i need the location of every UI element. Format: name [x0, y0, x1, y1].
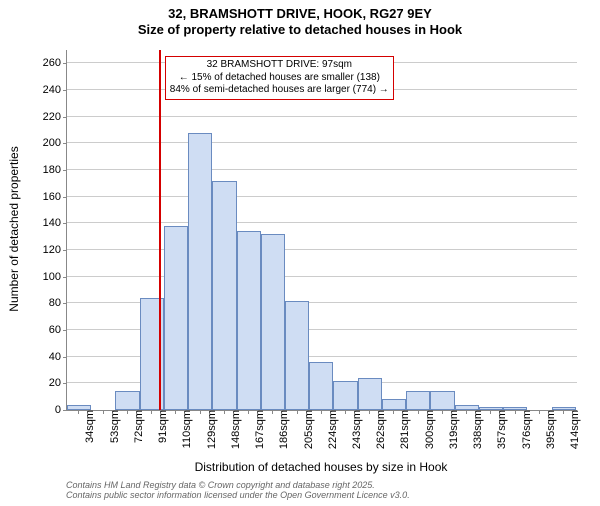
x-tick-label: 357sqm: [494, 410, 508, 449]
y-tick-label: 220: [43, 111, 67, 123]
chart-title: 32, BRAMSHOTT DRIVE, HOOK, RG27 9EY Size…: [0, 6, 600, 37]
y-tick-label: 80: [49, 297, 67, 309]
property-marker-line: [159, 50, 161, 410]
y-tick-label: 160: [43, 191, 67, 203]
y-tick-label: 20: [49, 377, 67, 389]
histogram-bar: [430, 391, 454, 410]
y-tick-label: 240: [43, 84, 67, 96]
x-tick-mark: [175, 410, 176, 414]
x-tick-label: 319sqm: [446, 410, 460, 449]
x-tick-label: 338sqm: [470, 410, 484, 449]
histogram-bar: [406, 391, 430, 410]
grid-line: [67, 116, 577, 117]
x-tick-label: 281sqm: [397, 410, 411, 449]
x-tick-label: 148sqm: [228, 410, 242, 449]
x-tick-mark: [563, 410, 564, 414]
histogram-bar: [309, 362, 333, 410]
y-tick-label: 0: [55, 404, 67, 416]
grid-line: [67, 249, 577, 250]
histogram-bar: [237, 231, 261, 410]
title-line2: Size of property relative to detached ho…: [0, 22, 600, 38]
x-tick-mark: [345, 410, 346, 414]
annotation-box: 32 BRAMSHOTT DRIVE: 97sqm← 15% of detach…: [165, 56, 394, 100]
x-tick-mark: [466, 410, 467, 414]
x-tick-mark: [418, 410, 419, 414]
histogram-bar: [382, 399, 406, 410]
histogram-bar: [333, 381, 357, 410]
x-tick-label: 72sqm: [131, 410, 145, 443]
plot-area: 02040608010012014016018020022024026032 B…: [66, 50, 577, 411]
x-tick-label: 414sqm: [567, 410, 581, 449]
x-tick-mark: [127, 410, 128, 414]
x-tick-mark: [297, 410, 298, 414]
x-axis-label: Distribution of detached houses by size …: [66, 460, 576, 474]
histogram-bar: [212, 181, 236, 410]
x-tick-label: 167sqm: [252, 410, 266, 449]
y-tick-label: 120: [43, 244, 67, 256]
x-tick-label: 53sqm: [107, 410, 121, 443]
x-tick-mark: [369, 410, 370, 414]
grid-line: [67, 169, 577, 170]
x-tick-mark: [224, 410, 225, 414]
footer-attribution: Contains HM Land Registry data © Crown c…: [66, 480, 410, 500]
y-tick-label: 200: [43, 137, 67, 149]
histogram-bar: [261, 234, 285, 410]
y-axis-label: Number of detached properties: [7, 129, 21, 329]
annotation-line1: 32 BRAMSHOTT DRIVE: 97sqm: [170, 59, 389, 72]
histogram-bar: [358, 378, 382, 410]
grid-line: [67, 222, 577, 223]
y-tick-label: 40: [49, 351, 67, 363]
y-tick-label: 60: [49, 324, 67, 336]
histogram-bar: [164, 226, 188, 410]
title-line1: 32, BRAMSHOTT DRIVE, HOOK, RG27 9EY: [0, 6, 600, 22]
annotation-line3: 84% of semi-detached houses are larger (…: [170, 84, 389, 97]
x-tick-mark: [78, 410, 79, 414]
x-tick-label: 129sqm: [204, 410, 218, 449]
x-tick-label: 110sqm: [179, 410, 193, 448]
grid-line: [67, 276, 577, 277]
footer-line1: Contains HM Land Registry data © Crown c…: [66, 480, 410, 490]
grid-line: [67, 196, 577, 197]
histogram-bar: [188, 133, 212, 410]
x-tick-label: 376sqm: [519, 410, 533, 449]
x-tick-mark: [151, 410, 152, 414]
footer-line2: Contains public sector information licen…: [66, 490, 410, 500]
x-tick-mark: [490, 410, 491, 414]
x-tick-mark: [248, 410, 249, 414]
histogram-bar: [115, 391, 139, 410]
x-tick-label: 91sqm: [155, 410, 169, 443]
y-tick-label: 260: [43, 57, 67, 69]
y-tick-label: 180: [43, 164, 67, 176]
y-tick-label: 100: [43, 271, 67, 283]
x-tick-mark: [321, 410, 322, 414]
x-tick-mark: [103, 410, 104, 414]
x-tick-mark: [442, 410, 443, 414]
grid-line: [67, 142, 577, 143]
x-tick-label: 243sqm: [349, 410, 363, 449]
annotation-line2: ← 15% of detached houses are smaller (13…: [170, 72, 389, 85]
x-tick-label: 186sqm: [276, 410, 290, 449]
x-tick-label: 262sqm: [373, 410, 387, 449]
x-tick-mark: [200, 410, 201, 414]
x-tick-mark: [539, 410, 540, 414]
x-tick-mark: [393, 410, 394, 414]
histogram-bar: [285, 301, 309, 410]
x-tick-label: 395sqm: [543, 410, 557, 449]
x-tick-label: 34sqm: [82, 410, 96, 443]
x-tick-label: 300sqm: [422, 410, 436, 449]
y-tick-label: 140: [43, 217, 67, 229]
x-tick-label: 224sqm: [325, 410, 339, 449]
x-tick-label: 205sqm: [301, 410, 315, 449]
x-tick-mark: [515, 410, 516, 414]
x-tick-mark: [272, 410, 273, 414]
